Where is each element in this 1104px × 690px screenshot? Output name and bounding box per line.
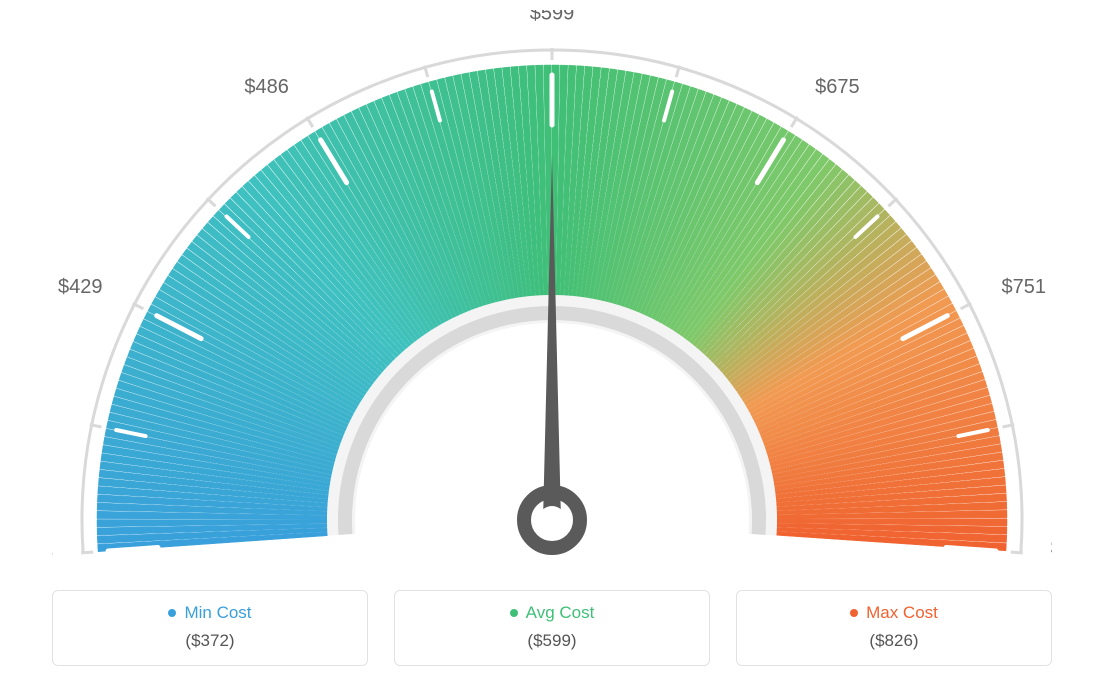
legend-avg-dot [510, 609, 518, 617]
tick-label: $429 [58, 276, 103, 298]
gauge-hub-hole [538, 506, 566, 534]
legend-row: Min Cost ($372) Avg Cost ($599) Max Cost… [52, 590, 1052, 666]
tick-label: $486 [244, 76, 289, 98]
legend-min: Min Cost ($372) [52, 590, 368, 666]
legend-min-label: Min Cost [184, 603, 251, 623]
tick-label: $826 [1051, 538, 1052, 560]
tick-label: $599 [530, 10, 575, 24]
legend-max: Max Cost ($826) [736, 590, 1052, 666]
tick-label: $675 [815, 76, 860, 98]
gauge-container: $372 $429 $486 $599 $675 $751 $826 [52, 10, 1052, 570]
legend-avg-label: Avg Cost [526, 603, 595, 623]
tick-label: $751 [1002, 276, 1047, 298]
legend-min-dot [168, 609, 176, 617]
legend-avg-title: Avg Cost [510, 603, 595, 623]
legend-avg-value: ($599) [405, 631, 699, 651]
legend-min-value: ($372) [63, 631, 357, 651]
cost-gauge-stage: $372 $429 $486 $599 $675 $751 $826 Min Cost ($… [0, 0, 1104, 690]
legend-max-title: Max Cost [850, 603, 938, 623]
legend-max-dot [850, 609, 858, 617]
legend-min-title: Min Cost [168, 603, 251, 623]
tick-label: $372 [52, 538, 53, 560]
legend-max-value: ($826) [747, 631, 1041, 651]
gauge-svg: $372 $429 $486 $599 $675 $751 $826 [52, 10, 1052, 570]
legend-max-label: Max Cost [866, 603, 938, 623]
legend-avg: Avg Cost ($599) [394, 590, 710, 666]
